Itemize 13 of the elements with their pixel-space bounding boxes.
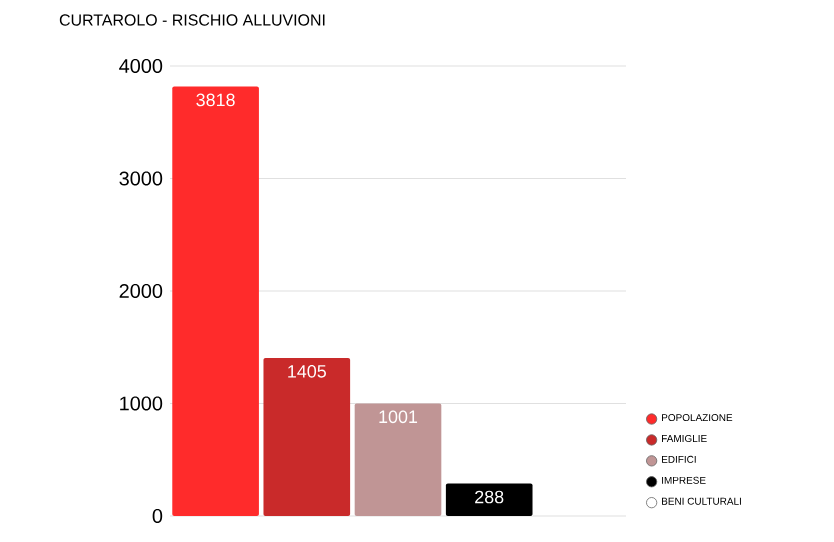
data-label: 1001 [379, 410, 418, 424]
bar [354, 403, 442, 516]
data-label: 3818 [196, 93, 235, 107]
bar [263, 357, 351, 516]
bar [172, 86, 259, 516]
y-tick-label: 2000 [119, 283, 163, 299]
bar [445, 483, 533, 516]
y-tick-label: 0 [152, 508, 163, 524]
data-label: 288 [475, 490, 504, 504]
y-tick-label: 4000 [119, 58, 163, 74]
y-tick-label: 1000 [120, 396, 163, 411]
data-label: 1405 [288, 364, 326, 378]
y-tick-label: 3000 [119, 171, 163, 186]
